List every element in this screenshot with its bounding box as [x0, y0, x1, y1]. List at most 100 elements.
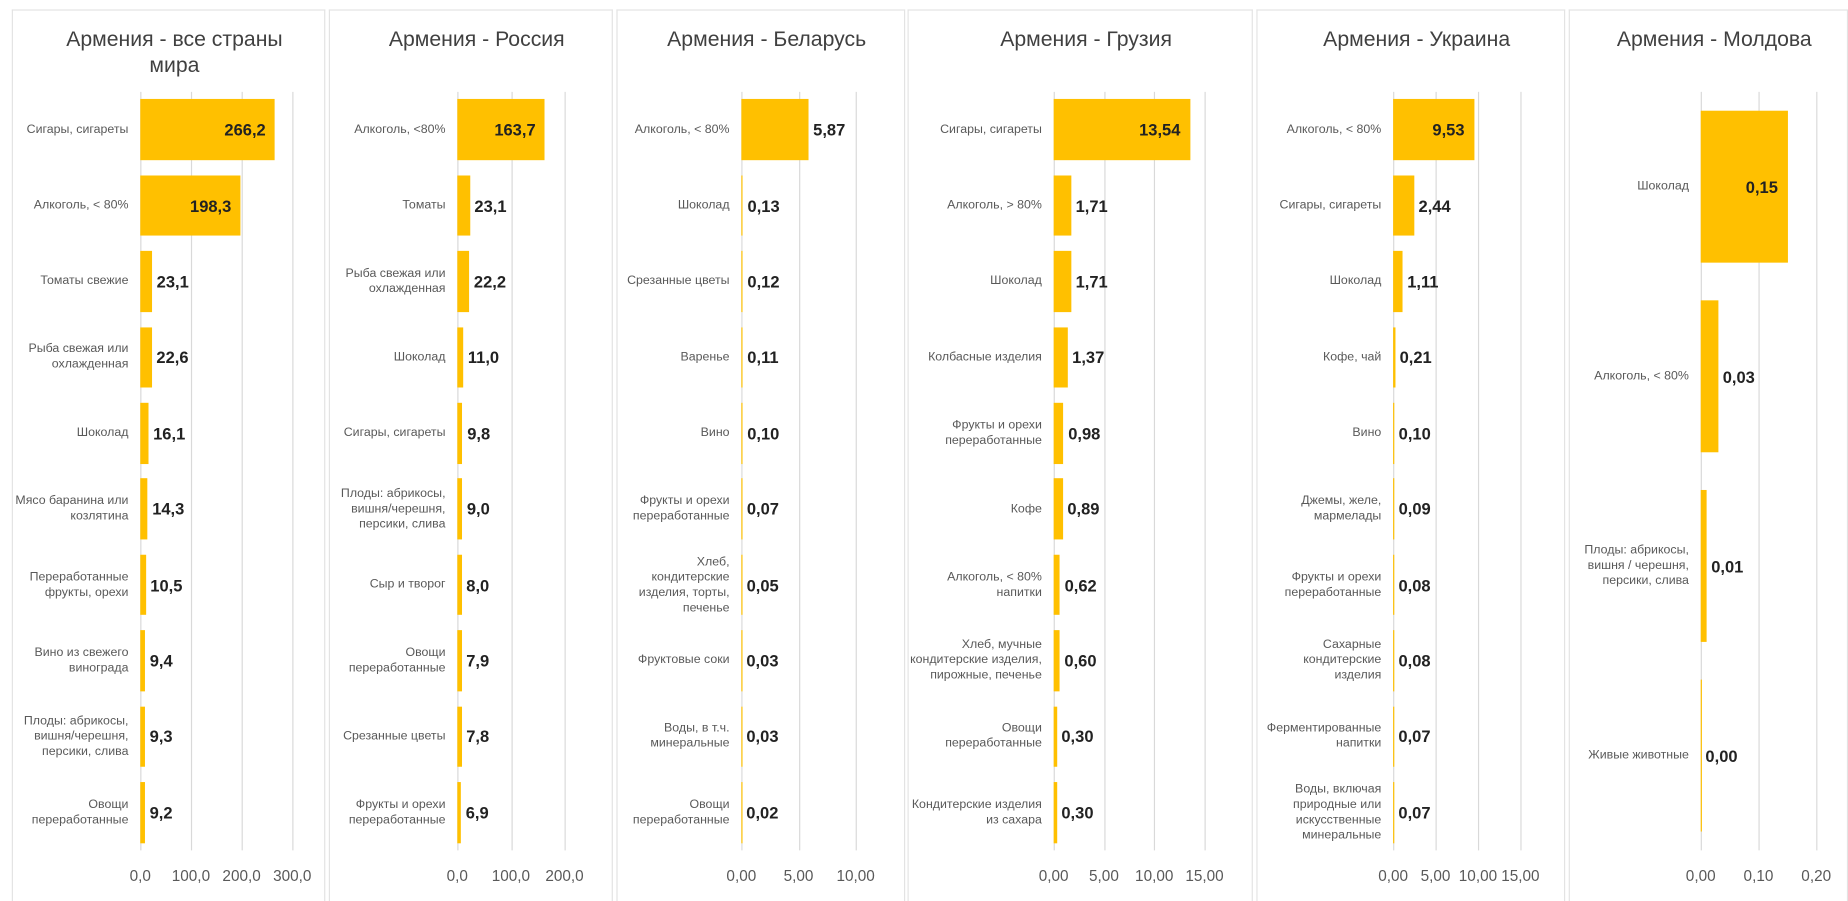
category-label: Рыба свежая или охлажденная: [345, 266, 446, 296]
value-label: 9,4: [149, 651, 173, 671]
value-label: 9,0: [466, 499, 490, 519]
bar: [741, 706, 742, 767]
category-label: Овощи переработанные: [31, 797, 129, 827]
category-label: Вино: [1352, 425, 1382, 440]
bar: [457, 554, 462, 616]
category-label: Переработанные фрукты, орехи: [29, 569, 129, 600]
category-label: Сигары, сигареты: [1279, 197, 1382, 213]
value-label: 8,0: [466, 575, 490, 595]
grid-line: [564, 91, 566, 851]
value-label: 0,21: [1399, 347, 1432, 367]
value-label: 22,2: [473, 272, 507, 291]
bar: [741, 99, 809, 161]
category-label: Томаты свежие: [40, 273, 129, 288]
category-label: Хлеб, мучные кондитерские изделия, пирож…: [910, 637, 1042, 683]
category-label: Шоколад: [677, 197, 730, 213]
value-label: 0,89: [1067, 499, 1100, 519]
category-label: Вино из свежего винограда: [34, 645, 129, 675]
bar: [1053, 554, 1060, 616]
chart-title: Армения - все страны мира: [66, 27, 283, 77]
category-label: Воды, в т.ч. минеральные: [650, 721, 730, 751]
bar: [741, 175, 743, 236]
category-label: Срезанные цветы: [627, 273, 730, 288]
value-label: 10,5: [150, 575, 183, 595]
chart-panel: [616, 9, 906, 901]
value-label: 2,44: [1418, 196, 1451, 216]
value-label: 0,03: [1722, 366, 1755, 386]
x-tick-label: 5,00: [1089, 866, 1119, 885]
bar: [457, 175, 470, 236]
category-label: Шоколад: [1637, 179, 1689, 194]
bar: [1393, 706, 1394, 767]
category-label: Овощи переработанные: [945, 721, 1042, 751]
value-label: 0,09: [1398, 499, 1431, 519]
chart-panel: [1568, 9, 1848, 901]
value-label: 7,8: [466, 727, 490, 747]
category-label: Воды, включая природные или искусственны…: [1292, 781, 1382, 842]
category-label: Варенье: [680, 349, 730, 364]
bar: [457, 99, 546, 161]
category-label: Фрукты и орехи переработанные: [945, 417, 1042, 448]
bar: [1053, 706, 1057, 767]
value-label: 0,03: [746, 727, 779, 747]
grid-line: [190, 91, 193, 851]
category-label: Кондитерские изделия из сахара: [911, 797, 1042, 827]
value-label: 198,3: [190, 196, 232, 216]
bar: [741, 782, 742, 843]
category-label: Алкоголь, > 80%: [947, 197, 1042, 213]
bar: [457, 326, 464, 388]
bar: [140, 706, 145, 767]
category-label: Шоколад: [76, 425, 129, 440]
chart-title: Армения - Молдова: [1616, 27, 1812, 51]
grid-line: [1053, 91, 1055, 851]
value-label: 0,03: [746, 651, 779, 671]
x-tick-label: 10,00: [836, 866, 875, 885]
category-label: Шоколад: [1329, 273, 1382, 288]
value-label: 0,00: [1705, 746, 1738, 765]
x-tick-label: 5,00: [783, 866, 814, 885]
chart-panel: [907, 9, 1253, 901]
x-tick-label: 200,0: [545, 866, 584, 885]
x-tick-label: 0,10: [1743, 866, 1774, 885]
x-tick-label: 100,0: [171, 866, 211, 885]
grid-line: [1435, 91, 1437, 851]
grid-line: [1393, 91, 1395, 851]
category-label: Овощи переработанные: [348, 645, 446, 675]
category-label: Рыба свежая или охлажденная: [28, 342, 129, 372]
chart-panel: [11, 9, 326, 901]
x-tick-label: 0,00: [726, 866, 757, 885]
chart-panel: [1256, 9, 1566, 901]
value-label: 0,07: [1398, 803, 1431, 822]
bar: [1053, 175, 1071, 236]
grid-line: [510, 91, 513, 851]
bar: [457, 630, 462, 692]
bar: [1393, 251, 1403, 312]
bar: [457, 782, 461, 843]
value-label: 0,08: [1398, 651, 1431, 671]
category-label: Сыр и творог: [369, 577, 446, 592]
category-label: Алкоголь, < 80% напитки: [947, 569, 1042, 600]
bar: [140, 99, 276, 161]
value-label: 14,3: [152, 499, 185, 519]
category-label: Плоды: абрикосы, вишня / черешня, персик…: [1584, 542, 1689, 588]
x-tick-label: 0,20: [1801, 866, 1832, 885]
value-label: 13,54: [1139, 120, 1181, 140]
value-label: 0,11: [747, 347, 779, 367]
bar: [140, 554, 146, 616]
value-label: 16,1: [153, 423, 186, 443]
bar: [741, 630, 742, 692]
bar: [1393, 630, 1394, 692]
bar: [741, 326, 743, 388]
x-tick-label: 5,00: [1420, 866, 1451, 885]
value-label: 0,08: [1398, 575, 1431, 595]
bar: [457, 251, 470, 312]
bar: [140, 251, 152, 312]
value-label: 0,01: [1711, 556, 1744, 576]
bar: [1393, 402, 1394, 464]
bar: [1393, 478, 1394, 540]
bar: [457, 402, 463, 464]
chart-title: Армения - Украина: [1323, 27, 1511, 51]
value-label: 0,13: [747, 196, 780, 216]
bar: [741, 251, 743, 312]
bar: [741, 554, 742, 616]
